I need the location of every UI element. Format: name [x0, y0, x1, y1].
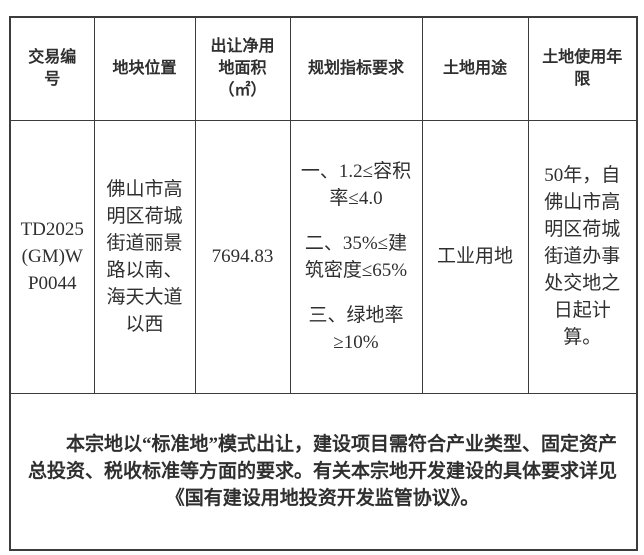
header-tenure: 土地使用年限 [527, 16, 638, 121]
planning-requirement-item-1: 一、1.2≤容积率≤4.0 [300, 160, 412, 209]
table-header-row: 交易编号 地块位置 出让净用地面积 （㎡） 规划指标要求 土地用途 土地使用年限 [9, 16, 638, 121]
header-transaction-id: 交易编号 [9, 16, 95, 121]
land-parcel-table: 交易编号 地块位置 出让净用地面积 （㎡） 规划指标要求 土地用途 土地使用年限… [9, 16, 638, 551]
header-net-area: 出让净用地面积 （㎡） [194, 16, 291, 121]
header-land-use: 土地用途 [421, 16, 529, 121]
land-use-cell: 工业用地 [421, 119, 529, 394]
location-cell: 佛山市高明区荷城街道丽景路以南、海天大道以西 [93, 119, 196, 394]
net-area-cell: 7694.83 [194, 119, 291, 394]
table-note-row: 本宗地以“标准地”模式出让，建设项目需符合产业类型、固定资产总投资、税收标准等方… [9, 392, 638, 551]
transaction-id-cell: TD2025(GM)WP0044 [9, 119, 95, 394]
header-location: 地块位置 [93, 16, 196, 121]
table-data-row: TD2025(GM)WP0044 佛山市高明区荷城街道丽景路以南、海天大道以西 … [9, 119, 638, 394]
tenure-cell: 50年，自佛山市高明区荷城街道办事处交地之日起计算。 [527, 119, 638, 394]
planning-requirements-cell: 一、1.2≤容积率≤4.0 二、35%≤建筑密度≤65% 三、绿地率≥10% [289, 119, 423, 394]
planning-requirement-item-2: 二、35%≤建筑密度≤65% [304, 232, 408, 281]
planning-requirement-item-3: 三、绿地率≥10% [308, 304, 404, 353]
header-planning-requirements: 规划指标要求 [289, 16, 423, 121]
standard-land-note: 本宗地以“标准地”模式出让，建设项目需符合产业类型、固定资产总投资、税收标准等方… [9, 392, 638, 551]
